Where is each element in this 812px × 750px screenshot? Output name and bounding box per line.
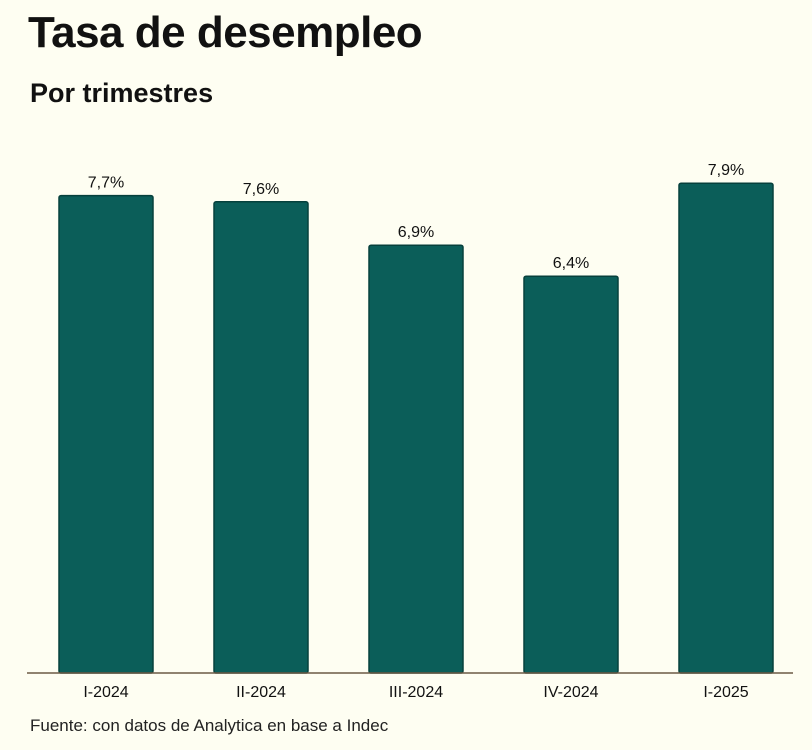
bar [368, 244, 464, 674]
bar [523, 275, 619, 674]
x-tick-label: II-2024 [236, 684, 286, 701]
chart-subtitle: Por trimestres [30, 78, 214, 108]
x-tick-label: I-2024 [83, 684, 128, 701]
value-label: 7,7% [88, 175, 124, 192]
value-label: 7,9% [708, 162, 744, 179]
x-tick-label: I-2025 [703, 684, 748, 701]
value-label: 6,9% [398, 224, 434, 241]
value-label: 7,6% [243, 181, 279, 198]
value-label: 6,4% [553, 255, 589, 272]
bar [58, 194, 154, 674]
source-note: Fuente: con datos de Analytica en base a… [30, 716, 389, 735]
bar [213, 201, 309, 674]
x-tick-label: III-2024 [389, 684, 443, 701]
bar [678, 182, 774, 674]
x-tick-label: IV-2024 [543, 684, 598, 701]
chart-title: Tasa de desempleo [28, 8, 423, 57]
